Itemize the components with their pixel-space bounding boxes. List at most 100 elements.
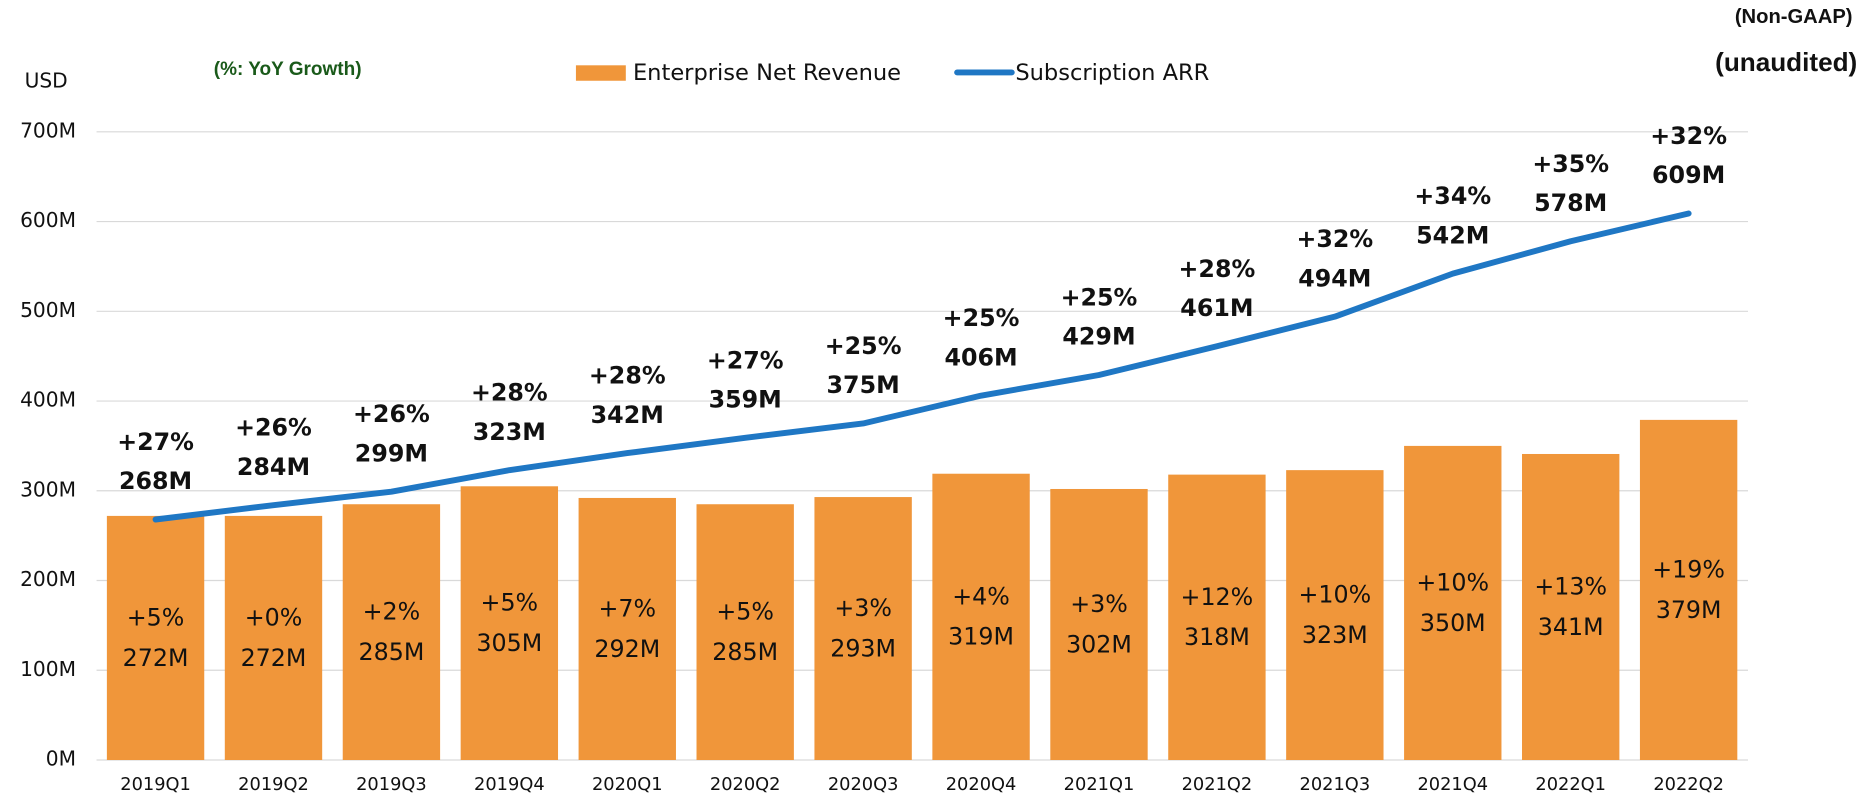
x-tick-label: 2021Q1 bbox=[1064, 774, 1135, 795]
bar bbox=[578, 497, 676, 760]
line-growth-label: +26% bbox=[353, 400, 430, 428]
corner-label: (unaudited) bbox=[1715, 47, 1857, 77]
line-value-label: 299M bbox=[355, 439, 428, 467]
bar-value-label: 272M bbox=[123, 644, 189, 672]
bar-growth-label: +10% bbox=[1298, 581, 1371, 609]
bar-value-label: 302M bbox=[1066, 630, 1132, 658]
y-tick-label: 300M bbox=[20, 477, 76, 501]
x-tick-label: 2020Q1 bbox=[592, 774, 663, 795]
line-growth-label: +27% bbox=[117, 428, 194, 456]
x-tick-label: 2019Q1 bbox=[120, 774, 191, 795]
x-tick-label: 2020Q4 bbox=[946, 774, 1017, 795]
bar-growth-label: +5% bbox=[716, 598, 774, 626]
y-tick-label: 100M bbox=[20, 657, 76, 681]
note: (%: YoY Growth) bbox=[214, 59, 362, 80]
bar-growth-label: +5% bbox=[481, 589, 539, 617]
line-growth-label: +28% bbox=[471, 379, 548, 407]
bar-value-label: 319M bbox=[948, 623, 1014, 651]
bar-value-label: 293M bbox=[830, 634, 896, 662]
bar-value-label: 379M bbox=[1656, 596, 1722, 624]
line bbox=[152, 210, 1692, 523]
line-value-label: 342M bbox=[591, 401, 664, 429]
line-value-label: 494M bbox=[1298, 264, 1371, 292]
bar-growth-label: +13% bbox=[1534, 572, 1607, 600]
line-value-label: 268M bbox=[119, 467, 192, 495]
line-value-label: 284M bbox=[237, 453, 310, 481]
legend-swatch bbox=[575, 65, 626, 81]
line-growth-label: +25% bbox=[1061, 284, 1138, 312]
line-value-label: 323M bbox=[473, 418, 546, 446]
line-value-label: 578M bbox=[1534, 189, 1607, 217]
x-tick-label: 2019Q4 bbox=[474, 774, 545, 795]
bar bbox=[932, 473, 1030, 760]
line-growth-label: +32% bbox=[1296, 225, 1373, 253]
bar-value-label: 323M bbox=[1302, 621, 1368, 649]
bar bbox=[460, 486, 559, 760]
bar bbox=[342, 504, 441, 760]
line-growth-label: +27% bbox=[707, 346, 784, 374]
y-tick-label: 700M bbox=[20, 118, 76, 142]
x-tick-label: 2022Q2 bbox=[1653, 774, 1724, 795]
bar-value-label: 285M bbox=[712, 638, 778, 666]
legend-label: Enterprise Net Revenue bbox=[633, 60, 901, 86]
x-tick-label: 2020Q2 bbox=[710, 774, 781, 795]
bar-growth-label: +10% bbox=[1416, 568, 1489, 596]
x-tick-label: 2021Q4 bbox=[1417, 774, 1488, 795]
bar-growth-label: +3% bbox=[834, 594, 892, 622]
bar bbox=[1639, 419, 1738, 760]
line-growth-label: +26% bbox=[235, 414, 312, 442]
x-tick-label: 2022Q1 bbox=[1535, 774, 1606, 795]
unit-label: USD bbox=[25, 68, 68, 92]
bar-value-label: 350M bbox=[1420, 609, 1486, 637]
line-growth-label: +28% bbox=[1179, 255, 1256, 283]
bar-value-label: 272M bbox=[241, 644, 307, 672]
bar-value-label: 318M bbox=[1184, 623, 1250, 651]
x-tick-label: 2021Q3 bbox=[1300, 774, 1371, 795]
y-tick-label: 200M bbox=[20, 567, 76, 591]
x-tick-label: 2021Q2 bbox=[1182, 774, 1253, 795]
line-value-label: 406M bbox=[944, 343, 1017, 371]
y-tick-label: 400M bbox=[20, 388, 76, 412]
line-value-label: 429M bbox=[1062, 323, 1135, 351]
line-growth-label: +28% bbox=[589, 362, 666, 390]
bar-growth-label: +5% bbox=[127, 603, 185, 631]
bar bbox=[106, 515, 205, 760]
x-tick-label: 2019Q3 bbox=[356, 774, 427, 795]
y-tick-label: 600M bbox=[20, 208, 76, 232]
line-value-label: 609M bbox=[1652, 161, 1725, 189]
bar-growth-label: +2% bbox=[363, 598, 421, 626]
x-tick-label: 2019Q2 bbox=[238, 774, 309, 795]
bar bbox=[1168, 474, 1266, 760]
line-value-label: 375M bbox=[827, 371, 900, 399]
line-growth-label: +25% bbox=[825, 332, 902, 360]
y-tick-label: 0M bbox=[46, 747, 76, 771]
line-growth-label: +25% bbox=[943, 304, 1020, 332]
y-tick-label: 500M bbox=[20, 298, 76, 322]
bar bbox=[1286, 470, 1384, 760]
x-tick-label: 2020Q3 bbox=[828, 774, 899, 795]
line-value-label: 359M bbox=[709, 386, 782, 414]
bar-value-label: 305M bbox=[476, 629, 542, 657]
bar-value-label: 341M bbox=[1538, 613, 1604, 641]
bar bbox=[1050, 488, 1148, 760]
line-growth-label: +35% bbox=[1532, 150, 1609, 178]
bar-growth-label: +12% bbox=[1181, 583, 1254, 611]
bar bbox=[1522, 453, 1620, 760]
bar-growth-label: +4% bbox=[952, 582, 1010, 610]
line-growth-label: +34% bbox=[1414, 182, 1491, 210]
bar-growth-label: +0% bbox=[245, 603, 303, 631]
line-value-label: 461M bbox=[1180, 294, 1253, 322]
bar-value-label: 292M bbox=[594, 635, 660, 663]
bar-growth-label: +3% bbox=[1070, 590, 1128, 618]
bar bbox=[814, 497, 912, 760]
bar bbox=[1404, 445, 1502, 760]
bar-value-label: 285M bbox=[359, 638, 425, 666]
bar-growth-label: +7% bbox=[598, 594, 656, 622]
corner-label: (Non-GAAP) bbox=[1735, 6, 1853, 28]
bar bbox=[224, 515, 323, 760]
bar-growth-label: +19% bbox=[1652, 555, 1725, 583]
line-growth-label: +32% bbox=[1650, 122, 1727, 150]
legend-label: Subscription ARR bbox=[1015, 60, 1209, 86]
line-value-label: 542M bbox=[1416, 221, 1489, 249]
